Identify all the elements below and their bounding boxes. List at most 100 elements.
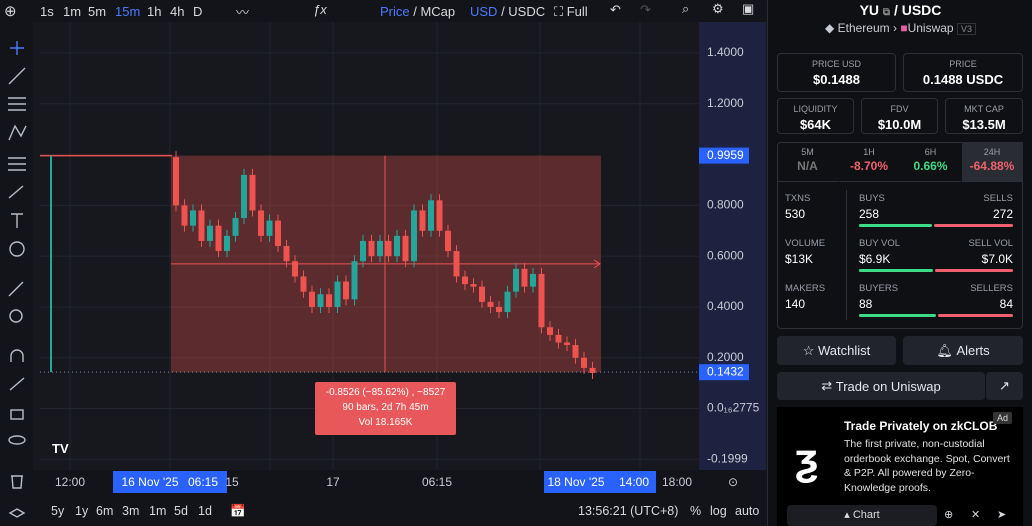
indicators[interactable]: ƒx <box>313 2 327 17</box>
time-settings: ⊙ <box>728 475 738 489</box>
interval[interactable]: 1s <box>40 4 54 19</box>
web-link[interactable]: ⊕ <box>944 509 954 521</box>
y-tick-label: 0.8000 <box>707 198 744 212</box>
price-axis <box>699 22 766 470</box>
candle-body <box>249 174 256 211</box>
search[interactable]: ⌕ <box>682 1 690 16</box>
change-tab[interactable]: 6H 0.66% <box>900 142 961 182</box>
interval[interactable]: D <box>193 4 203 19</box>
dex-version: V3 <box>956 23 976 35</box>
change-label: 24H <box>983 147 1001 157</box>
stat-label: TXNS <box>785 193 811 204</box>
card-value: $13.5M <box>962 117 1006 132</box>
candle-body <box>547 327 553 335</box>
price-option[interactable]: Price <box>380 4 410 19</box>
chart-bg <box>0 0 767 526</box>
range[interactable]: 5y <box>51 504 65 518</box>
usdc-option[interactable]: USDC <box>508 4 546 19</box>
delete-tool[interactable] <box>11 475 23 489</box>
range[interactable]: 1y <box>75 504 89 518</box>
interval[interactable]: 15m <box>115 4 141 19</box>
stat-label: VOLUME <box>785 238 826 249</box>
trade-button[interactable]: ⇄ Trade on Uniswap <box>777 372 985 400</box>
time-label: 16 Nov '25 <box>122 475 179 489</box>
ruler-tool[interactable] <box>8 281 24 297</box>
interval[interactable]: 5m <box>88 4 107 19</box>
dex[interactable]: Uniswap <box>907 21 954 35</box>
range[interactable]: 1d <box>198 504 212 518</box>
goto-date[interactable]: 📅 <box>230 504 246 518</box>
fib-tool[interactable] <box>8 97 26 111</box>
add-icon[interactable]: ⊕ <box>4 3 17 20</box>
pair-title: YU ⧉ / USDC <box>859 2 942 18</box>
zoom-tool[interactable] <box>9 309 23 323</box>
forecast-tool[interactable] <box>8 157 26 171</box>
time-label: 12:00 <box>55 475 85 489</box>
emoji-tool[interactable] <box>9 241 25 257</box>
chart-type[interactable]: 〰 <box>236 5 250 20</box>
change-tab[interactable]: 24H -64.88% <box>961 142 1023 182</box>
brush-tool[interactable] <box>8 185 24 199</box>
sell-bar <box>933 224 1013 227</box>
settings[interactable]: ⚙ <box>712 1 724 16</box>
ad-title: Trade Privately on zkCLOB <box>844 419 998 433</box>
ad-badge: Ad <box>993 412 1013 424</box>
side-value: 258 <box>859 207 880 221</box>
line-tool[interactable] <box>8 67 26 85</box>
candle-body <box>462 276 468 285</box>
telegram-link[interactable]: ➤ <box>997 509 1007 521</box>
base-token: YU <box>859 2 880 18</box>
percent-toggle[interactable]: % <box>690 504 702 518</box>
measure-volume: Vol 18.165K <box>358 417 413 428</box>
candle-body <box>215 225 222 252</box>
chart-tab[interactable]: ▴ Chart <box>787 505 937 526</box>
magnet-tool[interactable] <box>10 349 24 362</box>
open-external[interactable]: ↗ <box>986 372 1023 400</box>
stat-label: MAKERS <box>785 283 826 294</box>
auto-toggle[interactable]: auto <box>735 504 760 518</box>
interval[interactable]: 1m <box>63 4 82 19</box>
change-value: -64.88% <box>969 159 1015 173</box>
range[interactable]: 6m <box>96 504 114 518</box>
interval[interactable]: 4h <box>170 4 185 19</box>
range[interactable]: 1m <box>149 504 167 518</box>
candle-body <box>300 276 307 292</box>
snapshot[interactable]: ▣ <box>742 1 755 16</box>
fullscreen[interactable]: ⛶ Full <box>554 4 588 19</box>
draw-lock[interactable] <box>9 377 25 391</box>
price-toggle[interactable]: Price / MCap <box>380 4 456 19</box>
alerts-button[interactable]: 🔔︎ Alerts <box>903 336 1023 365</box>
interval[interactable]: 1h <box>147 4 162 19</box>
usd-option[interactable]: USD <box>470 4 498 19</box>
mcap-option[interactable]: MCap <box>420 4 456 19</box>
x-link[interactable]: ✕ <box>971 509 981 521</box>
change-tab[interactable]: 1H -8.70% <box>838 142 900 182</box>
crosshair-tool[interactable] <box>10 41 24 55</box>
text-tool[interactable] <box>11 213 23 228</box>
watchlist-label: Watchlist <box>818 343 871 358</box>
time-highlight <box>113 471 227 493</box>
measure-change: -0.8526 (−85.62%) , −8527 <box>325 387 446 398</box>
range[interactable]: 5d <box>174 504 188 518</box>
log-toggle[interactable]: log <box>710 504 727 518</box>
side-label: BUY VOL <box>859 238 901 249</box>
candle-body <box>513 268 519 292</box>
top-toolbar: ⊕ 1s 1m 5m 15m 1h 4h D 〰 ƒx Price / MCap USD /… <box>0 0 767 22</box>
redo[interactable]: ↷ <box>640 2 651 17</box>
currency-toggle[interactable]: USD / USDC <box>470 4 546 19</box>
layers-tool[interactable] <box>8 508 26 518</box>
candle-body <box>589 367 596 373</box>
candle-body <box>479 286 485 302</box>
stats-box <box>777 142 1023 329</box>
watchlist-button[interactable]: ☆ Watchlist <box>777 336 896 365</box>
range[interactable]: 3m <box>122 504 140 518</box>
change-tab[interactable]: 5M N/A <box>777 142 838 182</box>
undo[interactable]: ↶ <box>610 2 621 17</box>
hide-tool[interactable] <box>8 435 26 445</box>
chart: 1.4000 1.2000 0.8000 0.6000 0.4000 0.2000 0.0₁… <box>0 0 767 526</box>
pattern-tool[interactable] <box>8 124 27 141</box>
chain[interactable]: Ethereum <box>837 21 890 35</box>
lock-tool[interactable] <box>10 409 24 420</box>
y-tick-label: 0.4000 <box>707 299 744 313</box>
